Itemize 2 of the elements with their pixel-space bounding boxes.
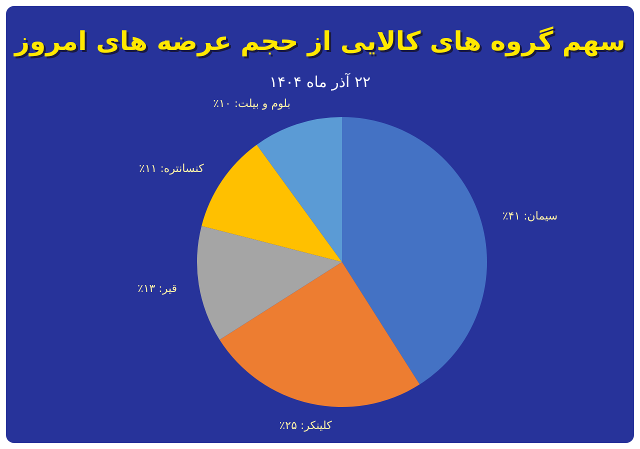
title: سهم گروه های کالایی از حجم عرضه های امروز [14,27,626,57]
subtitle: ۲۲ آذر ماه ۱۴۰۴ [269,73,371,91]
